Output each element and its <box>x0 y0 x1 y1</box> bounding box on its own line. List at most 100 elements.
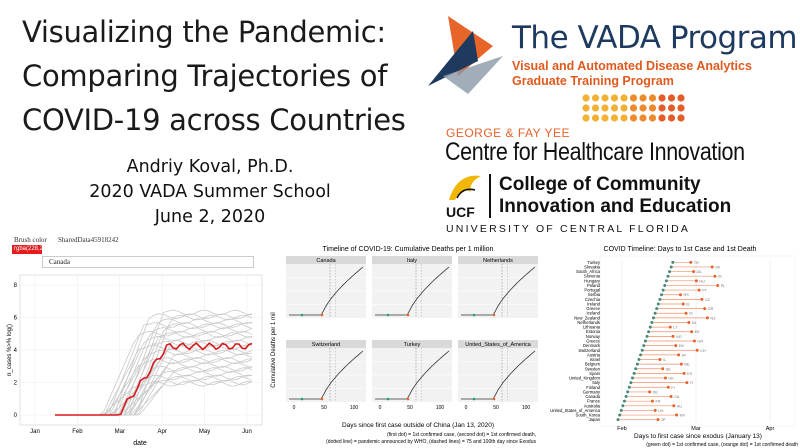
country-code: AU <box>677 404 683 408</box>
timeline-row: Sweden SE <box>585 366 671 371</box>
logo-dot <box>610 114 619 122</box>
left-x-tick: Feb <box>72 429 83 435</box>
country-code: CA <box>674 395 680 399</box>
first-case-dot <box>653 311 657 315</box>
first-case-dot <box>639 353 643 357</box>
first-death-dot <box>650 399 654 403</box>
first-case-dot <box>300 397 304 401</box>
first-death-dot <box>703 307 707 311</box>
timeline-row: Lithuania LT <box>583 325 678 330</box>
country-label: United_States_of_America <box>550 408 600 413</box>
vada-subtitle-1: Visual and Automated Disease Analytics <box>512 59 752 73</box>
left-x-tick: May <box>199 429 210 435</box>
logo-dot <box>639 114 647 122</box>
mid-facet-chart: Timeline of COVID-19: Cumulative Deaths … <box>271 246 538 445</box>
facet-panel: Italy <box>372 256 452 318</box>
first-case-dot <box>634 367 638 371</box>
country-label: France <box>587 399 601 404</box>
timeline-row: Australia AU <box>584 403 683 408</box>
timeline-row: Norway NO <box>586 334 682 339</box>
country-label: Greece <box>586 339 600 344</box>
first-death-dot <box>705 316 709 320</box>
first-case-dot <box>645 334 649 338</box>
first-death-dot <box>406 313 410 317</box>
pegasus-icon <box>449 175 481 200</box>
facet-panel: Turkey 0 50 100 <box>372 340 452 411</box>
first-case-dot <box>622 399 626 403</box>
first-case-dot <box>386 313 390 317</box>
left-y-tick: 4 <box>14 348 18 354</box>
first-death-dot <box>713 274 717 278</box>
country-code: NO <box>676 335 682 339</box>
country-label: Iceland <box>586 311 600 316</box>
country-select[interactable]: Canada <box>42 256 254 268</box>
first-case-dot <box>648 325 652 329</box>
logo-dot <box>620 94 628 102</box>
logo-dot <box>582 104 590 112</box>
logo-dot <box>620 114 628 122</box>
country-label: Slovenia <box>584 274 601 279</box>
country-label: Sweden <box>585 366 601 371</box>
timeline-row: Belgium BE <box>585 362 690 367</box>
first-death-dot <box>697 288 701 292</box>
country-label: Serbia <box>588 292 601 297</box>
country-label: Germany <box>583 389 601 394</box>
first-death-dot <box>664 376 668 380</box>
first-case-dot <box>655 307 659 311</box>
country-code: RS <box>684 293 690 297</box>
left-y-tick: 0 <box>14 413 18 419</box>
country-label: Spain <box>589 371 600 376</box>
first-death-dot <box>681 302 685 306</box>
right-x-axis-label: Days to first case since exodus (January… <box>634 433 762 440</box>
highlighted-country-line <box>55 342 253 416</box>
country-label: Estonia <box>586 329 601 334</box>
logo-dot <box>601 94 609 102</box>
timeline-row: Portugal PT <box>584 288 707 293</box>
timeline-row: Japan JP <box>589 417 666 422</box>
country-code: SI <box>718 275 722 279</box>
mid-x-axis-label: Days since first case outside of China (… <box>342 422 494 429</box>
first-death-dot <box>406 397 410 401</box>
country-code: ES <box>687 372 693 376</box>
country-label: Hungary <box>584 278 601 283</box>
first-case-dot <box>658 297 662 301</box>
first-case-dot <box>668 270 672 274</box>
dot-grid-icon <box>582 94 685 122</box>
first-death-dot <box>679 293 683 297</box>
first-case-dot <box>656 302 660 306</box>
country-code: FR <box>655 400 660 404</box>
country-code: AT <box>682 353 687 357</box>
country-code: EE <box>695 330 701 334</box>
logo-dot <box>629 114 638 122</box>
country-label: Belgium <box>585 362 601 367</box>
mid-x-tick: 50 <box>407 405 413 411</box>
left-y-tick: 2 <box>14 381 18 387</box>
right-x-tick: Feb <box>617 426 626 432</box>
facet-label: Turkey <box>404 342 421 348</box>
first-death-dot <box>669 395 673 399</box>
country-code: PL <box>721 284 726 288</box>
first-death-dot <box>695 348 699 352</box>
country-label: New_Zealand <box>574 315 601 320</box>
first-death-dot <box>653 408 657 412</box>
first-case-dot <box>627 385 631 389</box>
country-label: Netherlands <box>577 320 600 325</box>
logo-dot <box>667 94 676 102</box>
mid-caption-1: (first dot) = 1st confirmed case, (secon… <box>387 432 536 438</box>
country-code: IL <box>663 358 666 362</box>
brush-color-swatch[interactable]: rgba(228,26 <box>12 245 42 254</box>
timeline-row: Ireland IE <box>587 301 690 306</box>
first-death-dot <box>685 381 689 385</box>
country-code: JP <box>661 418 666 422</box>
country-label: Finland <box>586 385 600 390</box>
first-case-dot <box>669 265 673 269</box>
first-death-dot <box>692 339 696 343</box>
first-case-dot <box>621 404 625 408</box>
mid-x-tick: 50 <box>493 405 499 411</box>
first-case-dot <box>660 293 664 297</box>
country-label: Canada <box>585 394 600 399</box>
facet-panel: Netherlands <box>458 256 538 318</box>
first-death-dot <box>679 362 683 366</box>
logo-dot <box>677 94 685 102</box>
country-label: Austria <box>587 352 601 357</box>
